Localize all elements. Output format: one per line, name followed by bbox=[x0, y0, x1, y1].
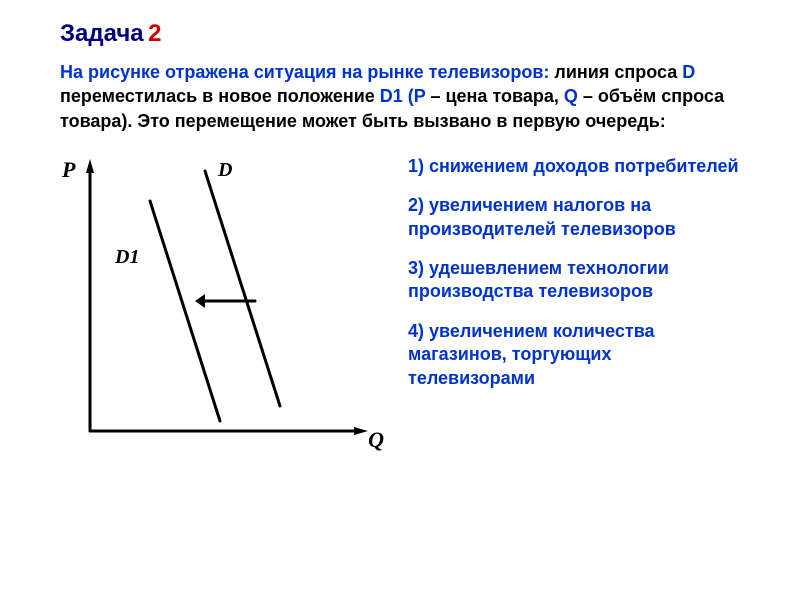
desc-q: Q bbox=[564, 86, 578, 106]
desc-l2a: линия спроса bbox=[554, 62, 682, 82]
heading: Задача 2 bbox=[60, 20, 740, 48]
chart-svg bbox=[60, 151, 380, 451]
content-row: P Q D D1 1) снижением доходов потребител… bbox=[60, 151, 740, 451]
desc-d1p: D1 (P bbox=[380, 86, 426, 106]
option-3: 3) удешевлением технологии производства … bbox=[408, 257, 740, 304]
title-number: 2 bbox=[148, 20, 161, 47]
curve-label-d: D bbox=[218, 159, 232, 182]
answer-options: 1) снижением доходов потребителей 2) уве… bbox=[408, 151, 740, 390]
option-4: 4) увеличением количества магазинов, тор… bbox=[408, 320, 740, 390]
desc-l3a: – цена товара, bbox=[425, 86, 563, 106]
axis-label-q: Q bbox=[368, 427, 384, 453]
desc-l2b: переместилась в новое положение bbox=[60, 86, 380, 106]
desc-d: D bbox=[682, 62, 695, 82]
demand-chart: P Q D D1 bbox=[60, 151, 380, 451]
problem-description: На рисунке отражена ситуация на рынке те… bbox=[60, 60, 740, 133]
desc-line1: На рисунке отражена ситуация на рынке те… bbox=[60, 62, 549, 82]
option-2: 2) увеличением налогов на производителей… bbox=[408, 194, 740, 241]
option-1: 1) снижением доходов потребителей bbox=[408, 155, 740, 178]
axis-label-p: P bbox=[62, 157, 75, 183]
curve-label-d1: D1 bbox=[115, 246, 139, 269]
title-word: Задача bbox=[60, 20, 144, 47]
